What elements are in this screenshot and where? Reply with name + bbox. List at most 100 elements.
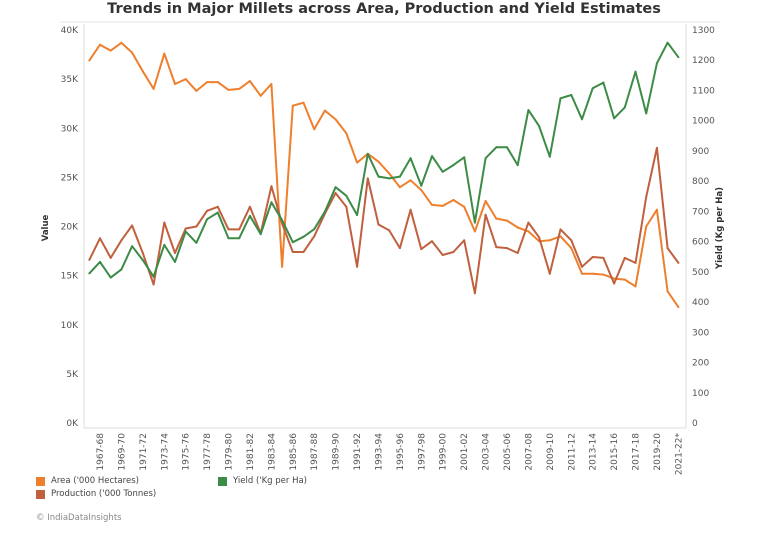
data-point [463,239,466,242]
data-point [152,283,155,286]
data-point [141,252,144,254]
data-point [174,252,176,254]
data-point [345,132,348,135]
y-tick-label: 0K [66,419,79,429]
data-point [152,87,155,90]
data-point [484,200,487,202]
data-point [431,203,433,206]
data-point [120,239,123,242]
data-point [238,87,241,90]
data-point [238,237,241,240]
y2-tick-label: 700 [692,207,709,217]
data-point [655,146,658,149]
x-tick-label: 1999-00 [439,433,449,471]
data-point [602,273,605,276]
copyright: © IndiaDataInsights [36,513,122,523]
y2-tick-label: 200 [692,359,709,369]
data-point [409,208,412,211]
data-point [377,175,380,178]
y2-tick-label: 1200 [692,56,715,66]
x-tick-label: 1973-74 [160,433,170,471]
data-point [334,192,337,195]
data-point [174,83,176,85]
data-point [302,101,305,104]
y-tick-label: 30K [61,124,79,134]
data-point [109,256,112,259]
data-point [99,43,101,46]
data-point [291,251,294,253]
data-point [99,260,101,263]
data-point [645,112,648,115]
data-point [613,282,616,285]
legend-label-yield: Yield ('Kg per Ha) [233,476,308,486]
data-point [484,157,487,160]
data-point [334,186,337,189]
data-point [356,161,359,164]
data-point [109,49,112,52]
data-point [398,247,401,250]
data-point [677,306,680,309]
data-point [591,87,594,90]
data-point [174,260,176,263]
x-tick-label: 2003-04 [482,433,492,471]
legend-label-area: Area ('000 Hectares) [51,476,139,486]
data-point [227,88,230,91]
data-point [281,219,284,222]
data-point [270,201,273,204]
data-point [581,265,583,268]
data-point [538,125,541,128]
y-tick-label: 25K [61,173,79,183]
data-point [655,62,658,65]
data-point [420,189,423,192]
data-point [345,194,348,197]
data-point [409,179,412,182]
data-point [259,94,262,97]
data-point [206,218,209,221]
data-point [441,254,444,256]
y2-tick-label: 900 [692,147,709,157]
data-point [141,70,144,73]
data-point [238,228,241,231]
data-point [516,164,519,167]
data-point [163,52,166,55]
x-tick-label: 2011-12 [567,433,577,471]
y2-tick-label: 300 [692,328,709,338]
data-point [441,170,444,173]
data-point [259,233,262,236]
data-point [409,157,412,160]
x-tick-label: 1983-84 [267,433,277,471]
data-point [452,199,455,201]
data-point [206,81,209,84]
data-point [216,211,219,214]
data-point [270,185,273,188]
data-point [570,94,573,96]
x-tick-label: 1969-70 [117,433,127,471]
data-point [291,241,294,244]
x-tick-label: 2007-08 [524,433,534,471]
data-point [377,160,380,163]
y2-tick-label: 0 [692,419,698,429]
data-point [506,219,508,222]
y2-tick-label: 100 [692,389,709,399]
data-point [356,214,359,216]
data-point [516,226,519,229]
series-line-2 [88,41,680,279]
data-point [398,175,401,178]
data-point [602,256,605,259]
series-line-0 [88,41,680,308]
x-tick-label: 1975-76 [182,433,192,471]
data-point [334,118,337,121]
y2-tick-label: 600 [692,238,709,248]
data-point [634,261,637,264]
data-point [88,258,91,261]
data-point [388,229,391,232]
data-point [506,146,508,149]
data-point [120,41,123,44]
data-point [270,83,273,85]
data-point [398,186,401,189]
data-point [356,265,359,268]
legend-item-production: Production ('000 Tonnes) [36,489,156,499]
data-point [591,272,594,275]
data-point [527,221,530,224]
data-point [591,256,594,258]
